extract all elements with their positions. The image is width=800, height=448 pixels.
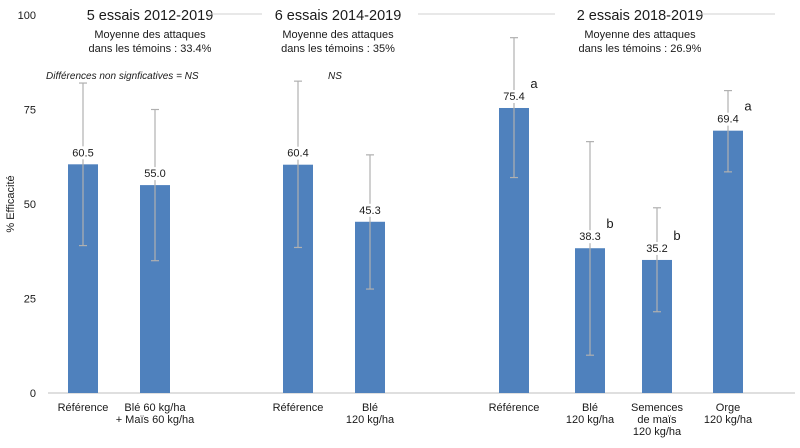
group-subtitle: Moyenne des attaques <box>94 29 206 41</box>
x-category-label: Blé <box>582 402 598 414</box>
y-axis-label: % Efficacité <box>5 175 17 232</box>
data-label: 60.4 <box>287 148 308 160</box>
group-subtitle: Moyenne des attaques <box>282 29 394 41</box>
data-label: 60.5 <box>72 147 93 159</box>
x-category-label: Référence <box>273 402 324 414</box>
data-label-bg <box>69 146 97 160</box>
data-label: 55.0 <box>144 168 165 180</box>
data-label: 69.4 <box>717 114 738 126</box>
y-tick-label: 50 <box>24 199 36 211</box>
x-category-label: 120 kg/ha <box>566 414 615 426</box>
group-subtitle: dans les témoins : 33.4% <box>89 43 212 55</box>
x-category-label: Référence <box>58 402 109 414</box>
data-label: 35.2 <box>646 243 667 255</box>
data-label-bg <box>500 89 528 103</box>
significance-letter: b <box>673 228 680 243</box>
x-category-label: Semences <box>631 402 683 414</box>
data-label: 45.3 <box>359 205 380 217</box>
bar <box>713 130 743 393</box>
data-label-bg <box>284 146 312 160</box>
data-label-bg <box>714 112 742 126</box>
data-label-bg <box>356 203 384 217</box>
y-tick-label: 0 <box>30 388 36 400</box>
y-tick-label: 75 <box>24 105 36 117</box>
group-title: 5 essais 2012-2019 <box>87 8 214 24</box>
y-tick-label: 100 <box>18 10 36 22</box>
x-category-label: + Maïs 60 kg/ha <box>116 414 195 426</box>
significance-note: Différences non signficatives = NS <box>46 71 199 82</box>
x-category-label: Blé 60 kg/ha <box>124 402 186 414</box>
data-label-bg <box>576 230 604 244</box>
y-tick-label: 25 <box>24 294 36 306</box>
group-subtitle: dans les témoins : 26.9% <box>579 43 702 55</box>
x-category-label: Orge <box>716 402 740 414</box>
group-title: 2 essais 2018-2019 <box>577 8 704 24</box>
significance-note: NS <box>328 71 342 82</box>
x-category-label: 120 kg/ha <box>633 426 682 438</box>
group-subtitle: Moyenne des attaques <box>584 29 696 41</box>
x-category-label: 120 kg/ha <box>346 414 395 426</box>
significance-letter: b <box>606 216 613 231</box>
significance-letter: a <box>530 76 538 91</box>
x-category-label: de maïs <box>637 414 677 426</box>
group-title: 6 essais 2014-2019 <box>275 8 402 24</box>
data-label: 38.3 <box>579 231 600 243</box>
group-subtitle: dans les témoins : 35% <box>281 43 395 55</box>
x-category-label: Blé <box>362 402 378 414</box>
data-label-bg <box>643 241 671 255</box>
data-label: 75.4 <box>503 91 524 103</box>
x-category-label: 120 kg/ha <box>704 414 753 426</box>
x-category-label: Référence <box>489 402 540 414</box>
significance-letter: a <box>744 99 752 114</box>
data-label-bg <box>141 167 169 181</box>
